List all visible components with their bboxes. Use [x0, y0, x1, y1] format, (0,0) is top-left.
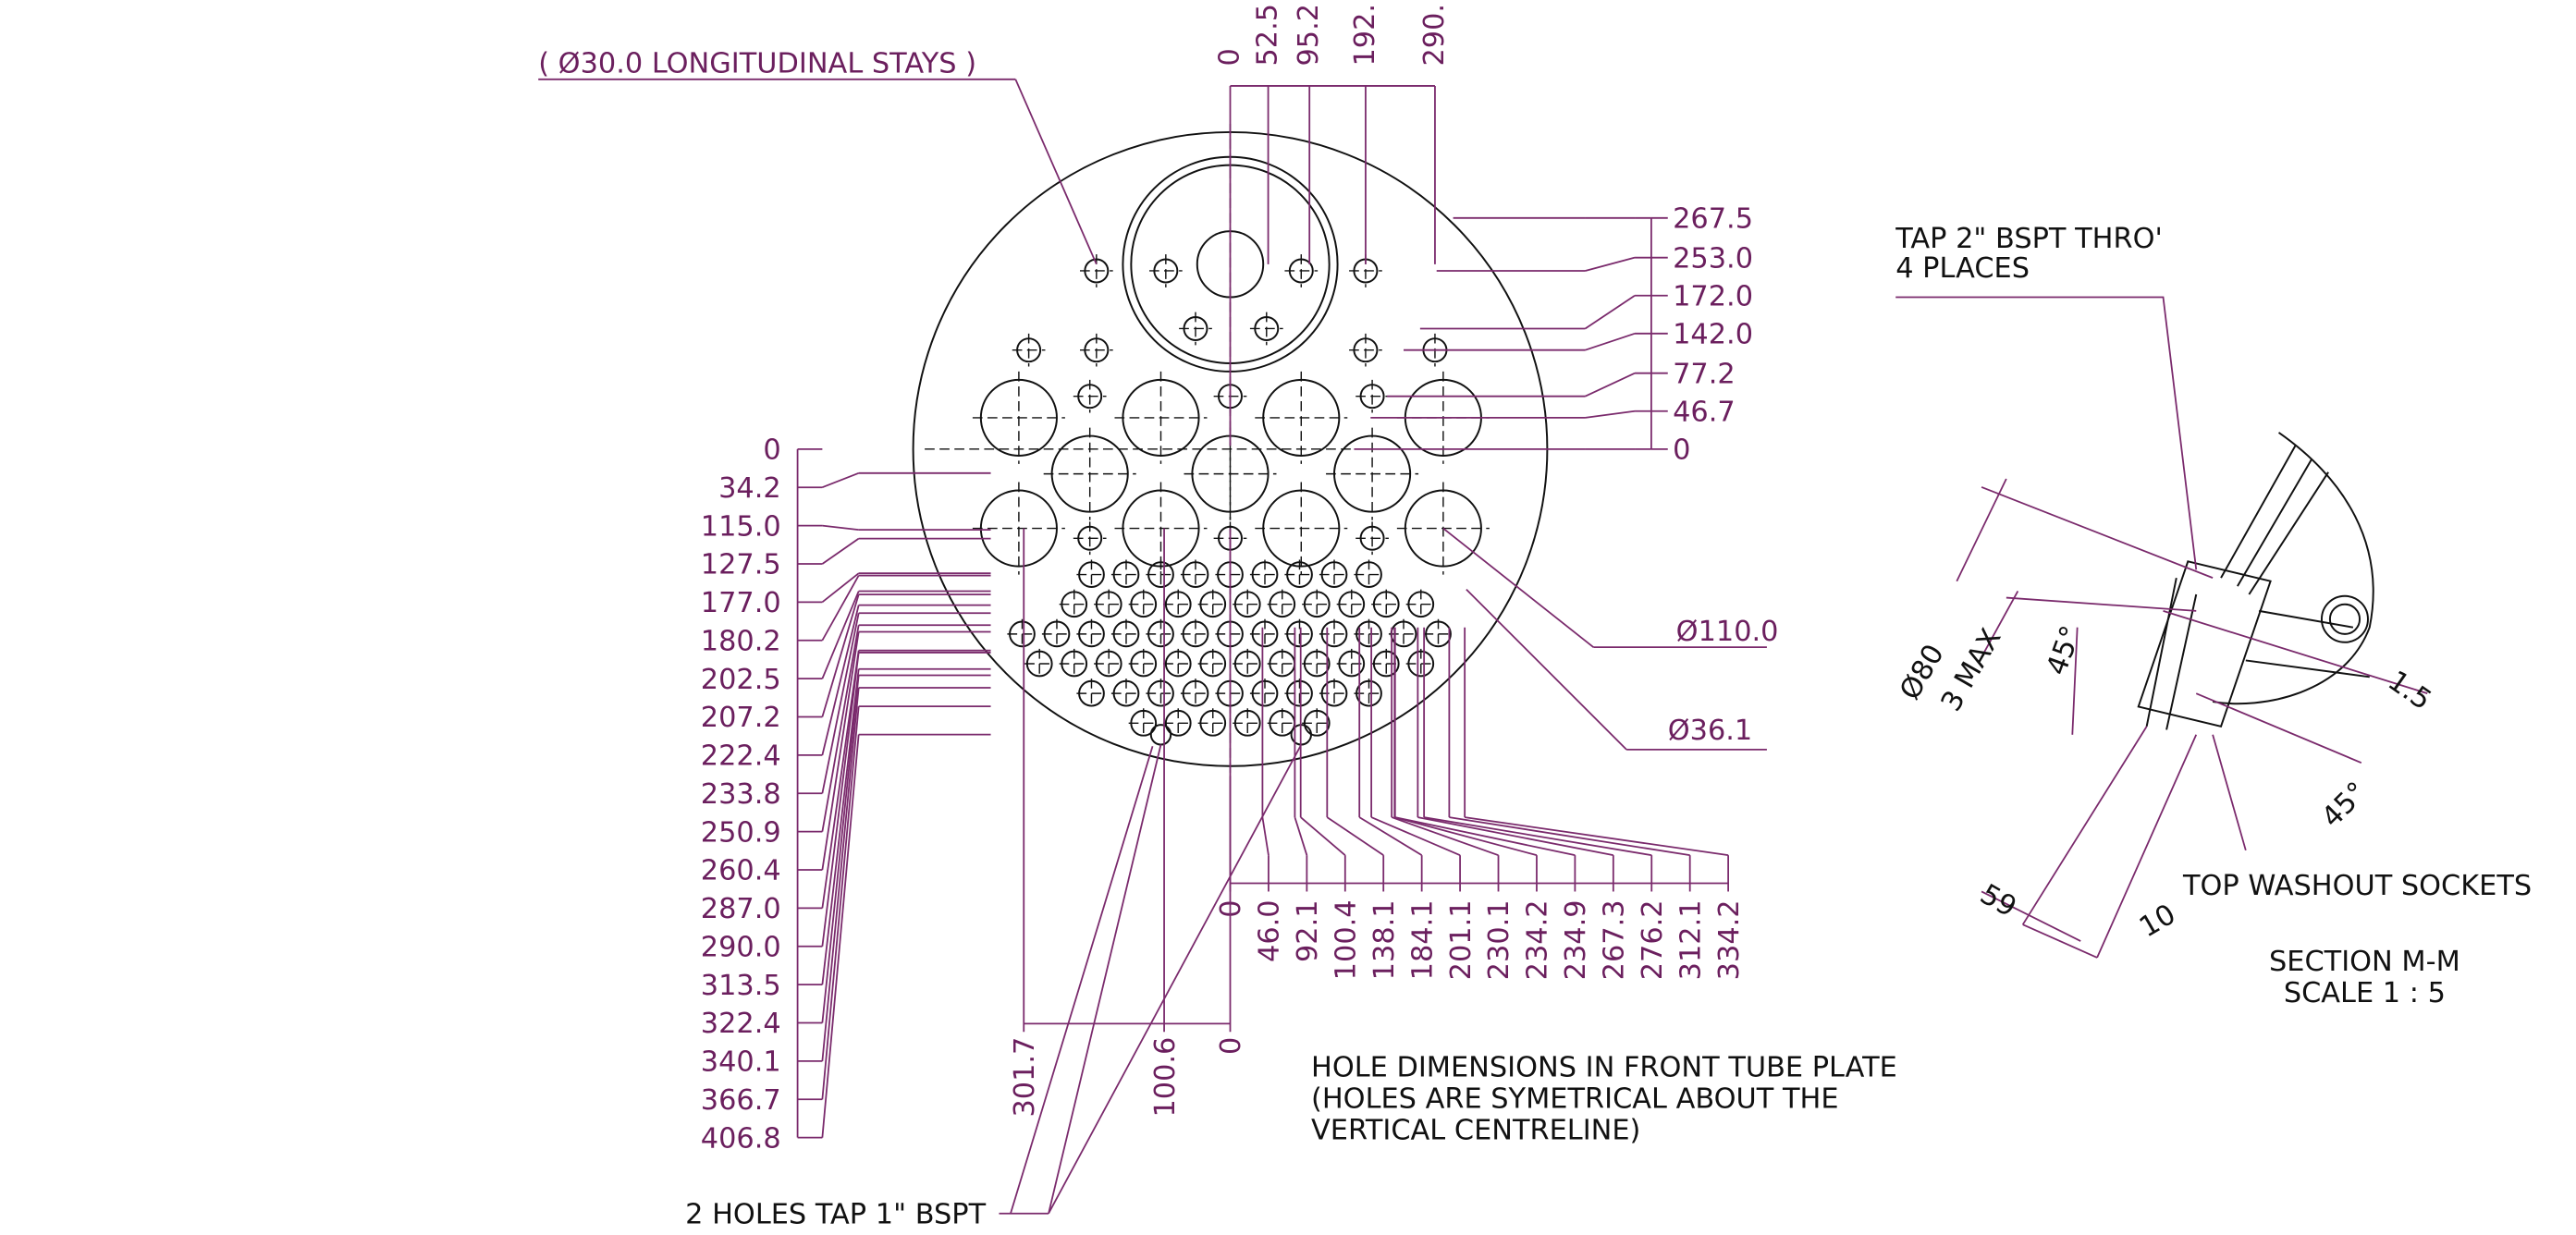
left-dimension: 207.2 — [701, 702, 781, 734]
bottom-dimension: 234.9 — [1560, 899, 1592, 980]
bottom-dimension: 100.4 — [1331, 899, 1363, 980]
bottom-dimension: 234.2 — [1522, 899, 1554, 980]
left-dimension: 115.0 — [701, 510, 781, 543]
dimension-line — [1424, 817, 1651, 855]
hole — [1151, 725, 1171, 744]
dimension-line — [822, 473, 858, 487]
dimension-line — [1327, 817, 1383, 855]
hole — [2330, 605, 2360, 634]
section-dimension-lines — [1895, 298, 2427, 958]
socket-body — [2139, 446, 2328, 727]
bottom-dimension: 0 — [1215, 899, 1247, 917]
left-dimension: 322.4 — [701, 1008, 781, 1040]
left-dimension: 127.5 — [701, 549, 781, 581]
top-dimension: 290. — [1418, 4, 1451, 67]
left-dimension: 287.0 — [701, 893, 781, 925]
tap-note: TAP 2" BSPT THRO' — [1895, 223, 2163, 255]
bottom-dimension: 46.0 — [1254, 899, 1286, 962]
right-dimension: 46.7 — [1673, 396, 1736, 428]
hole — [2322, 596, 2368, 642]
section-dimension: 10 — [2134, 899, 2181, 945]
section-dimension: 45° — [2041, 621, 2088, 679]
section-dimension: 1.5 — [2382, 665, 2437, 716]
bottom-dimension: 201.1 — [1445, 899, 1478, 980]
bottom-left-dimension: 301.7 — [1009, 1037, 1041, 1118]
bottom-dimension: 184.1 — [1406, 899, 1439, 980]
bottom-dimension: 92.1 — [1292, 899, 1324, 962]
diameter-callout: Ø110.0 — [1676, 616, 1779, 648]
dimension-line — [1585, 258, 1635, 271]
right-dimension: 253.0 — [1673, 242, 1753, 275]
left-dimension: 202.5 — [701, 664, 781, 696]
left-dimension: 290.0 — [701, 931, 781, 963]
section-view — [1895, 298, 2427, 958]
left-dimension: 34.2 — [718, 472, 781, 505]
left-dimension: 260.4 — [701, 855, 781, 887]
dimension-line — [822, 526, 858, 531]
dimension-line — [1585, 411, 1635, 418]
section-scale: SCALE 1 : 5 — [2284, 977, 2446, 1009]
right-dimension: 0 — [1673, 434, 1690, 467]
section-dimension: 45° — [2315, 776, 2374, 834]
left-dimension: 233.8 — [701, 778, 781, 811]
right-dimension: 172.0 — [1673, 280, 1753, 312]
diameter-callout: Ø36.1 — [1668, 715, 1752, 747]
top-dimension: 52.5 — [1251, 4, 1283, 67]
dimension-line — [1301, 817, 1345, 855]
bottom-dimension: 276.2 — [1637, 899, 1669, 980]
left-dimension: 366.7 — [701, 1084, 781, 1117]
section-dimension: 3 MAX — [1935, 623, 2008, 716]
dimension-line — [1011, 746, 1153, 1213]
dimension-line — [1585, 296, 1635, 329]
right-dimension: 142.0 — [1673, 319, 1753, 351]
dimension-line — [1585, 334, 1635, 350]
bottom-left-dimension: 100.6 — [1149, 1037, 1182, 1118]
top-dimension: 95.2 — [1293, 4, 1325, 67]
left-dimension: 340.1 — [701, 1046, 781, 1079]
dimension-line — [1466, 590, 1626, 750]
right-dimension: 267.5 — [1673, 203, 1753, 236]
bottom-dimension: 267.3 — [1599, 899, 1631, 980]
dimension-line — [822, 539, 858, 564]
bottom-left-dimension: 0 — [1215, 1037, 1247, 1055]
holes-tap-note: 2 HOLES TAP 1" BSPT — [685, 1198, 986, 1230]
left-dimension: 250.9 — [701, 816, 781, 849]
left-dimension: 313.5 — [701, 970, 781, 1002]
section-edges — [2147, 578, 2370, 729]
left-dimension: 180.2 — [701, 625, 781, 657]
left-dimension: 177.0 — [701, 587, 781, 619]
tap-note: 4 PLACES — [1895, 252, 2030, 285]
top-dimension: 0 — [1213, 48, 1245, 66]
bottom-dimension: 138.1 — [1368, 899, 1401, 980]
section-outline — [2213, 433, 2374, 703]
left-dimension: 406.8 — [701, 1122, 781, 1155]
page: {"notes":{"stays":"( Ø30.0 LONGITUDINAL … — [0, 0, 2576, 1235]
bottom-dimension: 334.2 — [1713, 899, 1746, 980]
right-dimension: 77.2 — [1673, 358, 1736, 390]
section-dimension: 59 — [1975, 878, 2022, 924]
front-plate-note: VERTICAL CENTRELINE) — [1311, 1114, 1640, 1146]
dimension-line — [1443, 529, 1594, 648]
dimension-line — [1465, 817, 1728, 855]
section-title: SECTION M-M — [2269, 946, 2460, 978]
dimension-line — [1262, 817, 1269, 855]
dimension-line — [1294, 817, 1306, 855]
top-dimension: 192. — [1349, 4, 1381, 67]
bottom-dimension: 230.1 — [1483, 899, 1515, 980]
left-dimension: 222.4 — [701, 740, 781, 773]
front-plate-note: HOLE DIMENSIONS IN FRONT TUBE PLATE — [1311, 1051, 1897, 1083]
left-dimension: 0 — [763, 434, 780, 467]
front-plate-note: (HOLES ARE SYMETRICAL ABOUT THE — [1311, 1082, 1839, 1115]
dimension-line — [1049, 745, 1301, 1214]
dimension-line — [1015, 79, 1097, 264]
dimension-line — [1049, 745, 1160, 1214]
dimension-line — [1585, 373, 1635, 397]
stays-note: ( Ø30.0 LONGITUDINAL STAYS ) — [538, 48, 976, 80]
bottom-dimension: 312.1 — [1674, 899, 1707, 980]
dimension-line — [822, 573, 858, 602]
drawing: 0 52.5 95.2 192. 290. 267.5 253.0 172.0 142.0 77.… — [0, 0, 2576, 1235]
dimension-line — [1359, 817, 1421, 855]
washout-sockets-label: TOP WASHOUT SOCKETS — [2182, 870, 2532, 902]
